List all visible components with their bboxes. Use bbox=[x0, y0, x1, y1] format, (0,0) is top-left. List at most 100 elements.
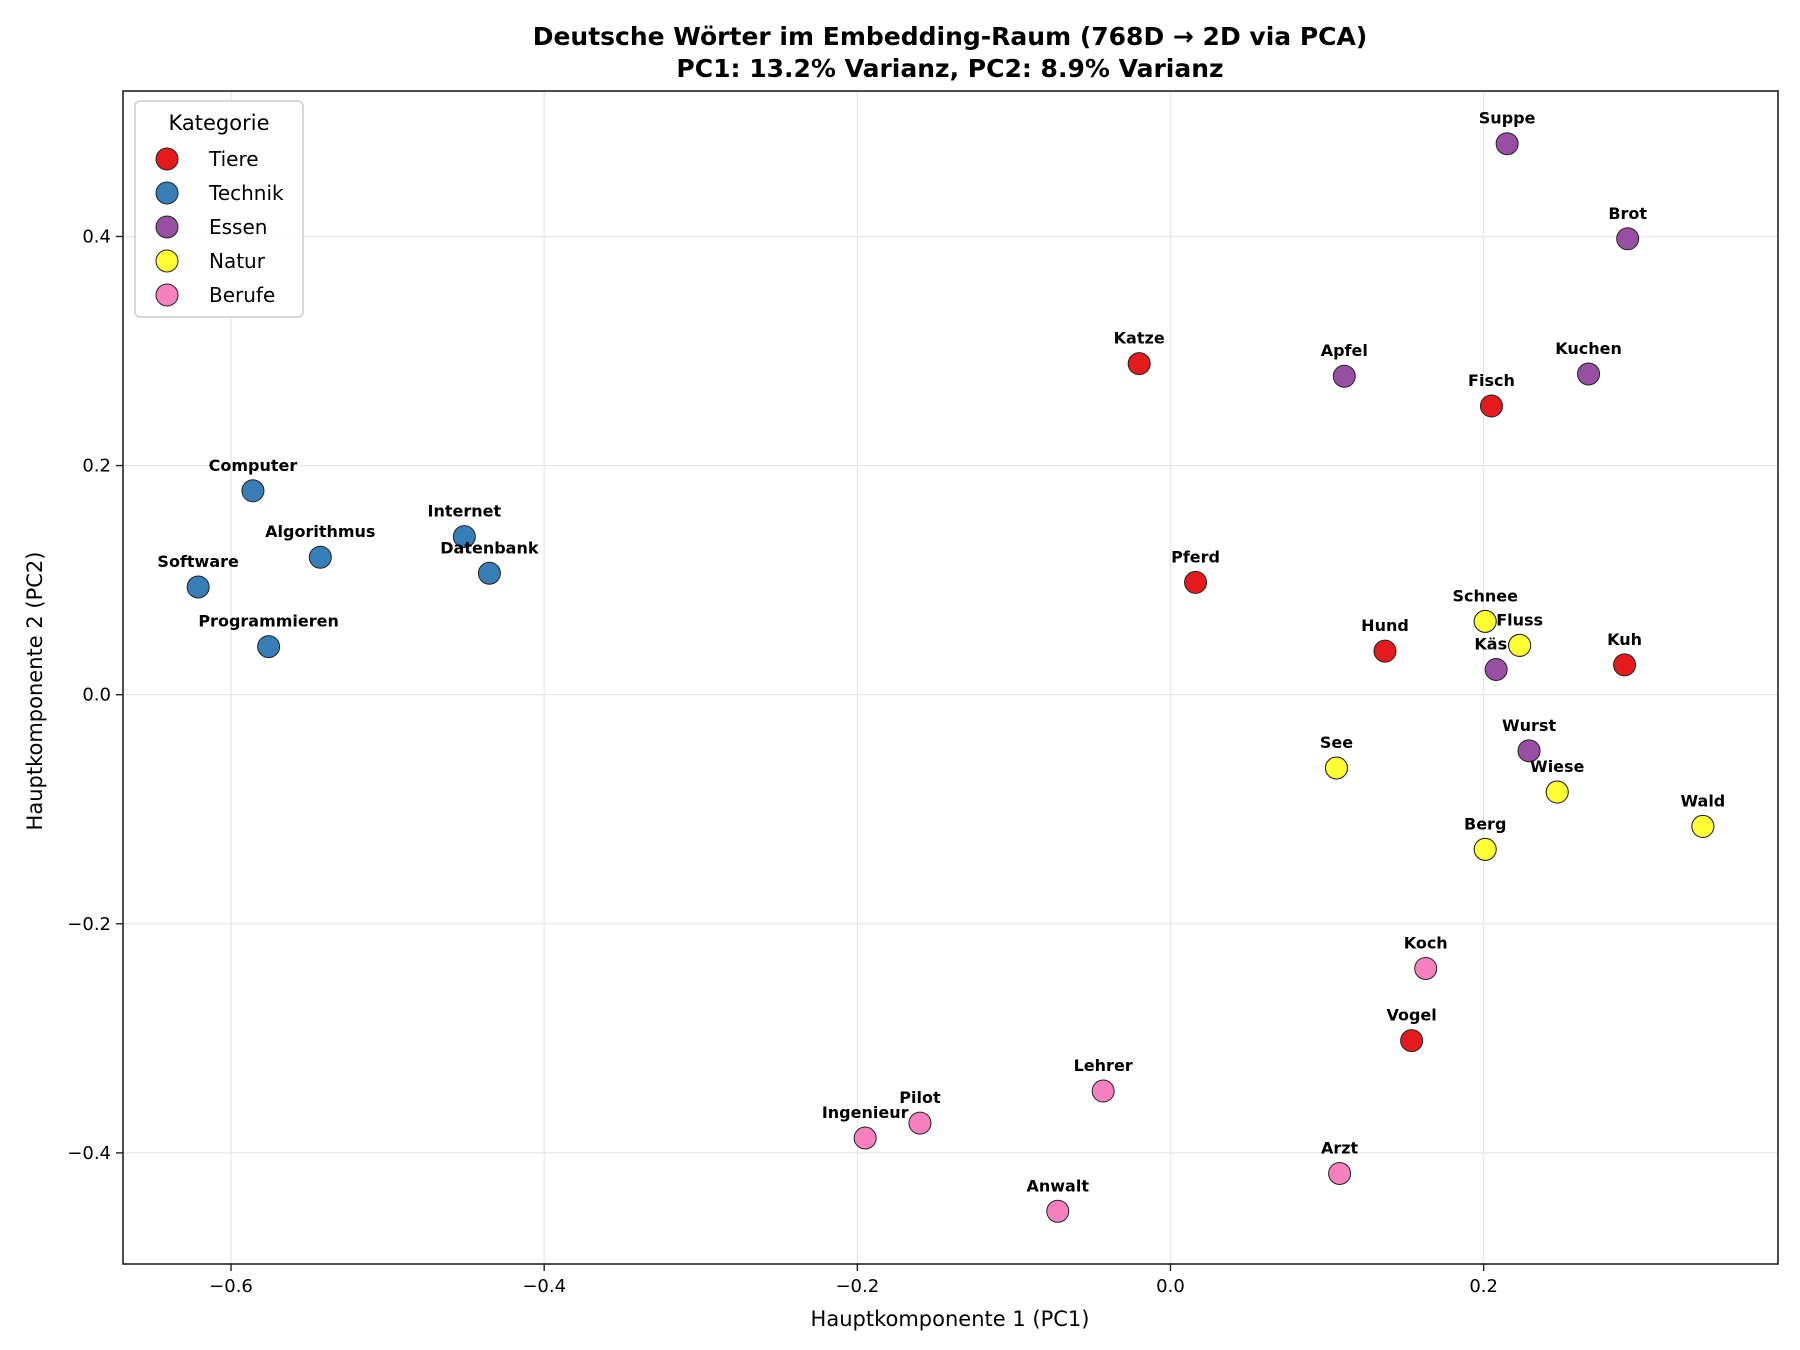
point-label: Computer bbox=[209, 456, 298, 475]
x-tick-label: 0.2 bbox=[1469, 1276, 1498, 1297]
legend-label: Tiere bbox=[208, 147, 259, 171]
point-label: Anwalt bbox=[1027, 1176, 1090, 1195]
legend-label: Essen bbox=[209, 215, 267, 239]
point-label: Wald bbox=[1680, 791, 1725, 810]
data-point bbox=[186, 575, 210, 599]
legend-label: Berufe bbox=[209, 283, 275, 307]
point-label: Kuchen bbox=[1555, 339, 1622, 358]
data-point bbox=[1328, 1162, 1352, 1186]
series-technik: Computer Algorithmus Software Programmieren… bbox=[157, 456, 539, 659]
legend-title: Kategorie bbox=[169, 111, 270, 135]
data-point bbox=[1127, 352, 1151, 376]
data-point bbox=[1508, 633, 1532, 657]
data-point bbox=[1091, 1079, 1115, 1103]
data-point bbox=[1414, 956, 1438, 980]
y-tick-label: 0.0 bbox=[82, 685, 111, 706]
legend-entry-tiere: Tiere bbox=[155, 147, 259, 171]
data-point bbox=[1332, 364, 1356, 388]
x-tick-label: −0.4 bbox=[522, 1276, 566, 1297]
y-tick-label: −0.4 bbox=[67, 1143, 111, 1164]
grid bbox=[123, 91, 1778, 1264]
point-label: Kuh bbox=[1607, 630, 1642, 649]
point-label: Katze bbox=[1114, 329, 1165, 348]
data-point bbox=[1046, 1199, 1070, 1223]
data-point bbox=[477, 561, 501, 585]
point-label: Pilot bbox=[899, 1088, 941, 1107]
point-label: Brot bbox=[1608, 204, 1647, 223]
plot-area: Katze Pferd Fisch Hund Kuh Vogel Computer Algor… bbox=[67, 90, 1779, 1297]
y-axis-label: Hauptkomponente 2 (PC2) bbox=[23, 552, 47, 831]
y-tick-label: −0.2 bbox=[67, 914, 111, 935]
y-axis-ticks: −0.4 −0.2 0.0 0.2 0.4 bbox=[67, 226, 123, 1164]
point-label: Software bbox=[157, 552, 239, 571]
legend-entry-technik: Technik bbox=[155, 181, 284, 205]
legend: Kategorie Tiere Technik Essen Natur Berufe bbox=[134, 100, 304, 318]
data-point bbox=[1616, 227, 1640, 251]
data-point bbox=[1373, 639, 1397, 663]
legend-label: Technik bbox=[208, 181, 284, 205]
data-point bbox=[1473, 609, 1497, 633]
series-essen: Suppe Brot Apfel Kuchen Käse Wurst bbox=[1321, 109, 1647, 763]
point-label: Suppe bbox=[1479, 109, 1536, 128]
legend-marker bbox=[155, 249, 179, 273]
data-point bbox=[452, 525, 476, 549]
point-label: Vogel bbox=[1386, 1006, 1436, 1025]
legend-marker bbox=[155, 283, 179, 307]
point-label: Wurst bbox=[1502, 716, 1556, 735]
legend-entries: Tiere Technik Essen Natur Berufe bbox=[155, 147, 284, 307]
data-point bbox=[1324, 756, 1348, 780]
point-label: Schnee bbox=[1452, 586, 1518, 605]
legend-marker bbox=[155, 215, 179, 239]
data-point bbox=[1517, 739, 1541, 763]
y-tick-label: 0.2 bbox=[82, 456, 111, 477]
point-label: Programmieren bbox=[198, 612, 339, 631]
chart-subtitle: PC1: 13.2% Varianz, PC2: 8.9% Varianz bbox=[676, 54, 1223, 83]
point-label: Arzt bbox=[1321, 1139, 1359, 1158]
legend-marker bbox=[155, 147, 179, 171]
point-label: See bbox=[1320, 733, 1353, 752]
data-point bbox=[1184, 570, 1208, 594]
legend-entry-essen: Essen bbox=[155, 215, 267, 239]
y-tick-label: 0.4 bbox=[82, 226, 111, 247]
legend-marker bbox=[155, 181, 179, 205]
point-label: Internet bbox=[428, 502, 502, 521]
data-point bbox=[1400, 1029, 1424, 1053]
legend-entry-berufe: Berufe bbox=[155, 283, 275, 307]
data-point bbox=[241, 479, 265, 503]
data-point bbox=[1613, 653, 1637, 677]
series-tiere: Katze Pferd Fisch Hund Kuh Vogel bbox=[1114, 329, 1642, 1053]
point-label: Wiese bbox=[1530, 757, 1585, 776]
x-tick-label: −0.6 bbox=[209, 1276, 253, 1297]
point-label: Koch bbox=[1404, 933, 1448, 952]
point-label: Ingenieur bbox=[822, 1103, 909, 1122]
point-label: Hund bbox=[1361, 616, 1409, 635]
data-point bbox=[908, 1111, 932, 1135]
legend-label: Natur bbox=[209, 249, 266, 273]
series-natur-overlay bbox=[1324, 609, 1715, 861]
data-point bbox=[1495, 132, 1519, 156]
point-label: Apfel bbox=[1321, 341, 1368, 360]
x-tick-label: −0.2 bbox=[835, 1276, 879, 1297]
data-point bbox=[257, 635, 281, 659]
chart-title: Deutsche Wörter im Embedding-Raum (768D … bbox=[533, 22, 1368, 51]
x-axis-ticks: −0.6 −0.4 −0.2 0.0 0.2 bbox=[209, 1264, 1498, 1297]
legend-entry-natur: Natur bbox=[155, 249, 266, 273]
x-axis-label: Hauptkomponente 1 (PC1) bbox=[811, 1307, 1090, 1331]
data-point bbox=[308, 545, 332, 569]
data-points: Katze Pferd Fisch Hund Kuh Vogel Computer Algor… bbox=[157, 109, 1725, 1223]
point-label: Berg bbox=[1464, 814, 1506, 833]
point-label: Fluss bbox=[1496, 610, 1543, 629]
x-tick-label: 0.0 bbox=[1156, 1276, 1185, 1297]
point-label: Pferd bbox=[1171, 547, 1220, 566]
point-label: Käse bbox=[1474, 634, 1518, 653]
data-point bbox=[1545, 780, 1569, 804]
data-point bbox=[853, 1126, 877, 1150]
point-label: Datenbank bbox=[440, 538, 539, 557]
point-label: Lehrer bbox=[1074, 1056, 1133, 1075]
point-label: Fisch bbox=[1468, 371, 1515, 390]
data-point bbox=[1473, 837, 1497, 861]
data-point bbox=[1691, 814, 1715, 838]
data-point bbox=[1484, 657, 1508, 681]
point-label: Algorithmus bbox=[265, 522, 375, 541]
